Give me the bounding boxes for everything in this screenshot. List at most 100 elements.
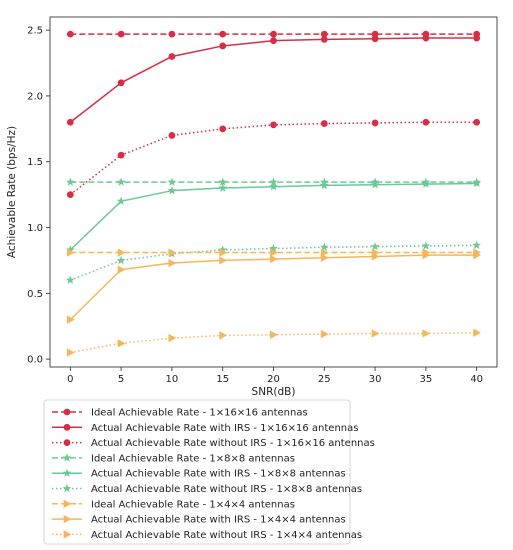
series-3-point-6	[320, 120, 328, 127]
y-tick-label-4: 1.5	[27, 157, 43, 168]
x-tick-label-3: 10	[166, 374, 179, 385]
series-3-point-5	[270, 121, 277, 129]
x-tick-label-5: 20	[267, 374, 280, 385]
series-9-point-3	[168, 333, 177, 343]
y-tick-label-2: 0.5	[27, 289, 43, 300]
legend-swatch-marker-5	[62, 468, 72, 477]
series-4-point-4	[218, 177, 228, 186]
series-5-point-1	[65, 245, 75, 254]
y-tick-label-1: 0.0	[27, 355, 43, 366]
plot-area	[65, 30, 482, 357]
series-9-point-7	[371, 329, 380, 338]
series-9-point-4	[219, 331, 228, 340]
series-5-point-6	[319, 180, 329, 190]
series-4-point-2	[116, 177, 126, 186]
legend-label-7: Ideal Achievable Rate - 1×4×4 antennas	[91, 499, 295, 510]
series-3-point-1	[66, 191, 74, 199]
legend-swatch-marker-2	[63, 423, 71, 431]
series-9-point-9	[473, 328, 482, 337]
series-3-point-4	[219, 125, 227, 133]
series-7-point-3	[168, 248, 177, 257]
legend-label-9: Actual Achievable Rate without IRS - 1×4…	[91, 530, 362, 541]
legend-frame	[43, 399, 351, 545]
series-2-point-6	[320, 35, 328, 43]
series-2-point-7	[371, 35, 379, 43]
series-2-point-9	[473, 34, 481, 42]
legend-label-8: Actual Achievable Rate with IRS - 1×4×4 …	[91, 515, 346, 526]
y-tick-label-3: 1.0	[27, 223, 43, 234]
series-1-point-5	[270, 30, 277, 38]
series-5	[65, 178, 482, 254]
legend-swatch-marker-4	[62, 453, 72, 462]
series-3	[66, 118, 481, 199]
x-tick-label-6: 25	[318, 374, 331, 385]
series-2-point-5	[270, 37, 277, 45]
series-5-point-2	[116, 196, 126, 205]
series-6-point-2	[116, 255, 126, 265]
series-9-point-1	[66, 348, 75, 357]
y-tick-label-6: 2.5	[27, 26, 43, 37]
legend-label-6: Actual Achievable Rate without IRS - 1×8…	[91, 484, 362, 495]
series-5-point-5	[269, 182, 278, 191]
legend-label-2: Actual Achievable Rate with IRS - 1×16×1…	[91, 423, 358, 434]
series-3-point-8	[422, 118, 430, 126]
series-2-point-2	[117, 79, 125, 87]
series-6-point-9	[472, 240, 482, 250]
x-axis-label: SNR(dB)	[252, 386, 296, 398]
series-5-point-4	[218, 183, 228, 192]
series-7-point-2	[117, 248, 126, 257]
series-7-point-1	[66, 248, 75, 257]
series-8-point-5	[270, 254, 278, 264]
x-tick-label-8: 35	[420, 374, 433, 385]
series-6-point-6	[319, 242, 329, 251]
series-6-point-1	[65, 275, 75, 284]
series-6-point-4	[218, 245, 228, 254]
series-2	[66, 34, 481, 126]
series-3-point-7	[371, 119, 379, 127]
series-8-point-6	[320, 253, 329, 262]
series-3-point-2	[117, 151, 125, 159]
series-7-point-5	[270, 248, 278, 257]
x-tick-label-9: 40	[470, 374, 483, 385]
series-5-point-3	[167, 186, 177, 195]
series-8-point-9	[473, 250, 482, 260]
legend-label-4: Ideal Achievable Rate - 1×8×8 antennas	[91, 453, 295, 464]
series-8-point-7	[371, 252, 380, 261]
x-tick-label-7: 30	[369, 374, 382, 385]
series-4-point-3	[167, 177, 177, 186]
legend-swatch-marker-8	[63, 514, 72, 524]
x-tick-label-2: 5	[118, 374, 124, 385]
series-1-point-4	[219, 30, 227, 38]
series-1-point-1	[66, 30, 74, 38]
series-1-point-2	[117, 30, 125, 38]
series-9-point-2	[117, 339, 126, 348]
series-8	[66, 250, 482, 324]
y-axis-label: Achievable Rate (bps/Hz)	[6, 126, 18, 258]
axes: 0 5 10 15 20 25 30 35 40 0.0 0.5 1.0 1.5 2.0 2.5	[27, 16, 498, 385]
series-9-point-6	[320, 329, 329, 339]
series-6-point-8	[421, 241, 431, 250]
series-2-point-3	[168, 53, 176, 60]
y-tick-label-5: 2.0	[27, 91, 43, 102]
series-8-point-3	[168, 258, 177, 268]
series-1-point-3	[168, 30, 176, 38]
series-5-point-7	[370, 180, 380, 189]
series-8-point-2	[117, 265, 126, 274]
series-5-point-8	[421, 179, 431, 188]
series-5-point-9	[472, 178, 482, 188]
legend-swatch-marker-1	[63, 408, 71, 416]
series-1-point-6	[320, 30, 328, 38]
series-9-point-8	[422, 329, 431, 338]
series-3-point-9	[473, 118, 481, 126]
series-2-point-4	[219, 42, 227, 50]
series-8-point-4	[219, 256, 228, 265]
legend-swatch-marker-6	[62, 483, 72, 493]
series-7-point-4	[219, 248, 228, 257]
series-2-point-8	[422, 34, 430, 42]
series-3-point-3	[168, 132, 176, 139]
legend-swatch-marker-9	[63, 530, 72, 539]
series-4-point-5	[269, 177, 278, 186]
series-4-point-1	[65, 177, 75, 186]
series-7-point-6	[320, 248, 329, 257]
